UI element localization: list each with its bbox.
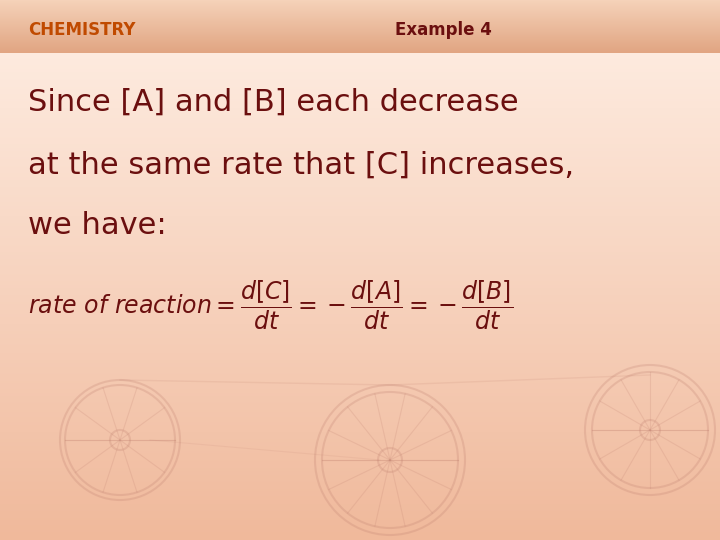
Text: CHEMISTRY: CHEMISTRY — [28, 21, 135, 39]
Text: at the same rate that [C] increases,: at the same rate that [C] increases, — [28, 151, 574, 179]
Text: Example 4: Example 4 — [395, 21, 492, 39]
Text: we have:: we have: — [28, 211, 166, 240]
Text: $\mathit{rate\ of\ reaction} = \dfrac{d[C]}{dt} = -\dfrac{d[A]}{dt} = -\dfrac{d[: $\mathit{rate\ of\ reaction} = \dfrac{d[… — [28, 278, 513, 332]
Text: Since [A] and [B] each decrease: Since [A] and [B] each decrease — [28, 87, 518, 117]
